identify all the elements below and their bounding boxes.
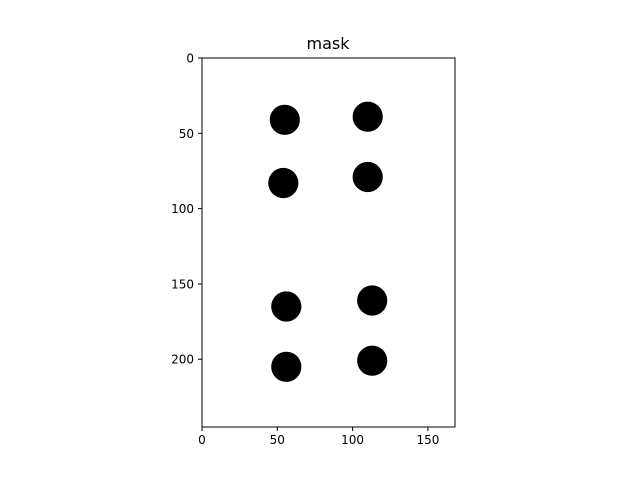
- y-tick-label-50: 50: [179, 127, 194, 141]
- y-tick-label-200: 200: [171, 353, 194, 367]
- plot-area: 0 50 100 150 0 50 100 150 200: [171, 52, 456, 447]
- chart-title: mask: [307, 34, 351, 53]
- mask-blob-7: [271, 351, 302, 382]
- x-tick-label-150: 150: [416, 433, 439, 447]
- mask-blob-8: [357, 345, 388, 376]
- x-tick-label-50: 50: [270, 433, 285, 447]
- y-tick-label-0: 0: [186, 52, 194, 66]
- y-tick-label-150: 150: [171, 277, 194, 291]
- y-tick-label-100: 100: [171, 202, 194, 216]
- mask-blob-5: [271, 291, 302, 322]
- mask-blob-3: [268, 167, 299, 199]
- mask-blob-2: [352, 101, 383, 132]
- axes-frame: [201, 57, 456, 428]
- x-tick-label-100: 100: [341, 433, 364, 447]
- mask-blob-6: [357, 285, 388, 316]
- mask-blob-1: [269, 104, 300, 135]
- mask-image-background: [202, 58, 455, 427]
- mask-blob-4: [352, 161, 383, 193]
- x-tick-label-0: 0: [198, 433, 206, 447]
